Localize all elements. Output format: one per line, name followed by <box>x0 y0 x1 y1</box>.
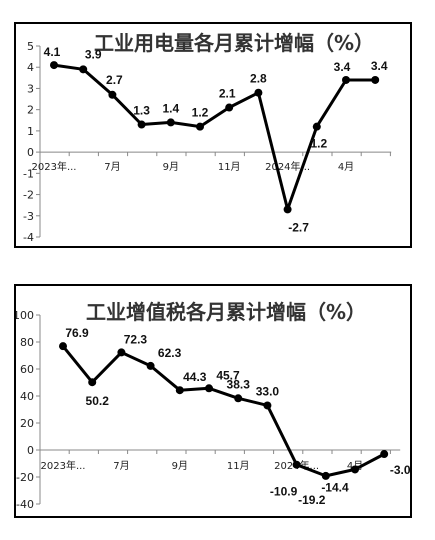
x-tick-label: 9月 <box>172 460 188 472</box>
y-tick-label: -40 <box>16 498 34 511</box>
data-point <box>342 75 350 84</box>
data-point <box>234 394 243 403</box>
data-point <box>117 348 126 357</box>
y-tick-label: -20 <box>16 471 34 484</box>
data-point <box>108 90 117 99</box>
y-tick-label: 2 <box>27 104 34 117</box>
data-label: 62.3 <box>158 346 182 360</box>
x-tick-label: 4月 <box>338 161 354 173</box>
electricity-chart: 工业用电量各月累计增幅（%） 5 4 3 2 1 0 -1 -2 -3 -4 2023年... 7月 9月… <box>23 31 392 244</box>
chart-panel-vat: 工业增值税各月累计增幅（%） 100 80 60 40 20 0 -20 -40 2023年...… <box>14 284 412 518</box>
chart-title: 工业增值税各月累计增幅（%） <box>86 300 366 324</box>
y-tick-label: 80 <box>20 336 34 349</box>
y-tick-label: 40 <box>20 390 34 403</box>
x-tick-label: 7月 <box>113 460 129 472</box>
data-point <box>225 103 234 112</box>
data-point <box>321 471 330 480</box>
data-point <box>166 118 175 127</box>
y-tick-label: 0 <box>27 444 34 457</box>
data-label: -3.0 <box>390 463 410 477</box>
data-point <box>351 465 359 474</box>
data-point <box>205 384 213 393</box>
y-tick-label: 3 <box>27 82 34 95</box>
data-point <box>292 460 301 469</box>
data-point <box>380 450 389 459</box>
y-tick-label: 100 <box>16 309 34 322</box>
data-label: 3.9 <box>85 47 102 61</box>
x-tick-label: 2023年... <box>32 160 77 173</box>
x-tick-label: 2023年... <box>41 459 86 472</box>
series-line <box>61 345 385 478</box>
y-tick-label: -2 <box>23 189 34 202</box>
data-label: 44.3 <box>183 370 207 384</box>
x-tick-label: 9月 <box>163 161 179 173</box>
data-label: -14.4 <box>321 480 349 494</box>
data-point <box>175 386 184 395</box>
data-point <box>312 122 321 131</box>
data-label: 2.7 <box>106 73 123 87</box>
data-point <box>283 205 292 214</box>
data-label: -2.7 <box>288 220 309 234</box>
y-tick-label: 4 <box>27 61 34 74</box>
data-point <box>88 378 97 387</box>
data-label: -10.9 <box>270 485 298 499</box>
data-point <box>146 361 155 370</box>
data-label: 1.2 <box>192 106 209 120</box>
data-point <box>263 401 272 410</box>
y-tick-label: 1 <box>27 125 34 138</box>
data-label: 33.0 <box>256 384 280 398</box>
data-label: 1.3 <box>133 104 150 118</box>
data-label: 1.4 <box>162 101 179 115</box>
y-tick-label: 0 <box>27 146 34 159</box>
series-line <box>53 63 376 211</box>
data-point <box>137 120 146 129</box>
chart-title: 工业用电量各月累计增幅（%） <box>94 31 374 55</box>
y-tick-label: -1 <box>23 167 34 180</box>
data-label: 72.3 <box>124 332 148 346</box>
x-tick-label: 7月 <box>104 161 120 173</box>
y-tick-label: -3 <box>23 210 34 223</box>
data-point <box>59 342 67 351</box>
x-tick-label: 11月 <box>227 460 250 472</box>
data-label: 3.4 <box>334 60 351 74</box>
data-point <box>79 65 88 74</box>
data-point <box>371 75 380 84</box>
data-label: 38.3 <box>227 377 251 391</box>
vat-chart: 工业增值税各月累计增幅（%） 100 80 60 40 20 0 -20 -40 2023年...… <box>16 300 410 511</box>
data-point <box>196 122 204 131</box>
data-label: 45.7 <box>216 368 240 382</box>
y-tick-label: 20 <box>20 417 34 430</box>
data-point <box>50 61 58 70</box>
y-tick-label: 60 <box>20 363 34 376</box>
data-label: 2.8 <box>250 72 267 86</box>
data-label: 3.4 <box>371 59 388 73</box>
data-point <box>254 88 263 97</box>
y-tick-label: 5 <box>27 40 34 53</box>
data-label: 76.9 <box>65 326 89 340</box>
data-label: -19.2 <box>298 493 326 507</box>
data-label: 50.2 <box>86 394 110 408</box>
x-tick-label: 11月 <box>218 161 241 173</box>
data-label: 1.2 <box>310 137 327 151</box>
data-label: 4.1 <box>44 45 61 59</box>
data-label: 2.1 <box>219 87 236 101</box>
chart-panel-electricity: 工业用电量各月累计增幅（%） 5 4 3 2 1 0 -1 -2 -3 -4 2023年... 7月 9月… <box>14 22 412 248</box>
y-tick-label: -4 <box>23 231 34 244</box>
